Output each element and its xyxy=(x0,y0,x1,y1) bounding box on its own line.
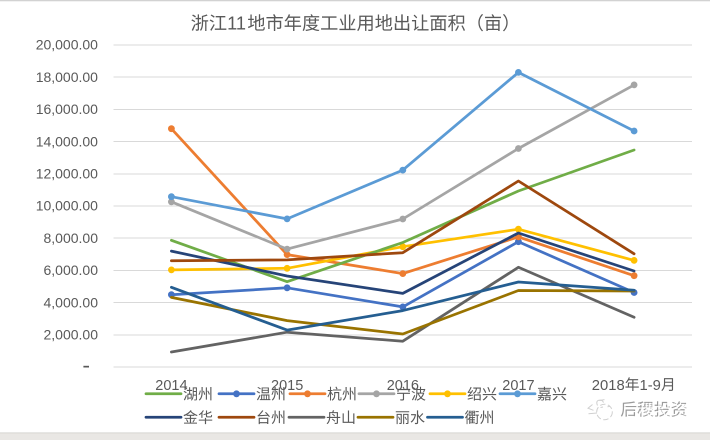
svg-text:14,000.00: 14,000.00 xyxy=(36,133,98,149)
svg-text:2014: 2014 xyxy=(155,378,187,394)
svg-text:2016: 2016 xyxy=(387,378,419,394)
svg-text:20,000.00: 20,000.00 xyxy=(36,37,98,53)
svg-text:8,000.00: 8,000.00 xyxy=(44,230,99,246)
svg-text:11: 11 xyxy=(227,14,246,34)
svg-text:10,000.00: 10,000.00 xyxy=(36,198,98,214)
svg-text:2015: 2015 xyxy=(271,378,303,394)
svg-text:18,000.00: 18,000.00 xyxy=(36,69,98,85)
svg-text:6,000.00: 6,000.00 xyxy=(44,262,99,278)
svg-text:1-9: 1-9 xyxy=(640,378,661,394)
svg-text:2,000.00: 2,000.00 xyxy=(44,327,99,343)
svg-text:2017: 2017 xyxy=(502,378,534,394)
svg-text:4,000.00: 4,000.00 xyxy=(44,294,99,310)
svg-text:12,000.00: 12,000.00 xyxy=(36,166,98,182)
svg-text:2018: 2018 xyxy=(592,378,625,394)
svg-text:16,000.00: 16,000.00 xyxy=(36,101,98,117)
